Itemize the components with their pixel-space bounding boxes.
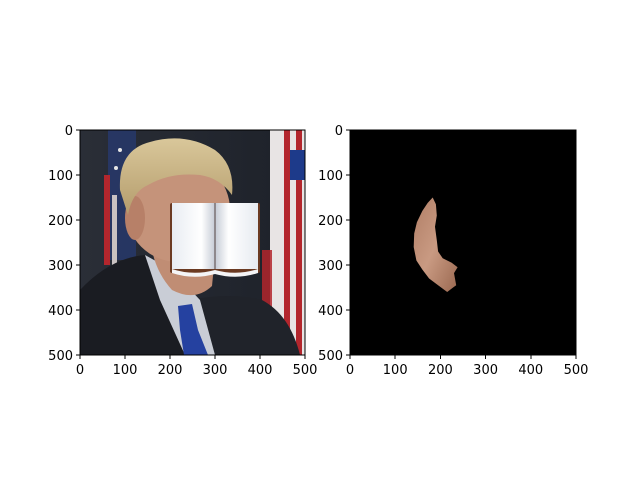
- y-tick-label: 400: [318, 304, 343, 319]
- x-tick-label: 200: [428, 363, 453, 378]
- y-tick-label: 500: [318, 349, 343, 364]
- x-tick-label: 400: [248, 363, 273, 378]
- hair: [119, 138, 233, 215]
- y-tick-label: 0: [335, 124, 343, 139]
- book-image: [170, 203, 260, 277]
- x-tick-label: 300: [473, 363, 498, 378]
- ear: [125, 196, 145, 240]
- axes-frame: [79, 129, 306, 356]
- photo-image: [80, 130, 305, 355]
- suit-left: [80, 255, 200, 355]
- suit-right: [190, 296, 300, 355]
- y-tick-label: 200: [318, 214, 343, 229]
- y-tick-label: 100: [318, 169, 343, 184]
- y-tick-label: 100: [48, 169, 73, 184]
- x-tick-label: 500: [293, 363, 318, 378]
- tie: [178, 304, 208, 355]
- right-image-panel: [350, 130, 576, 355]
- y-tick-label: 300: [318, 259, 343, 274]
- left-image-panel: [80, 130, 305, 355]
- y-tick-label: 500: [48, 349, 73, 364]
- x-tick-label: 200: [158, 363, 183, 378]
- y-tick-label: 0: [65, 124, 73, 139]
- x-tick-label: 0: [76, 363, 84, 378]
- axes-frame: [349, 129, 577, 356]
- x-tick-label: 0: [346, 363, 354, 378]
- segmented-face-region: [413, 197, 458, 292]
- x-tick-label: 100: [113, 363, 138, 378]
- y-tick-label: 200: [48, 214, 73, 229]
- mask-background: [350, 130, 576, 355]
- y-tick-label: 300: [48, 259, 73, 274]
- x-tick-label: 500: [564, 363, 589, 378]
- x-tick-label: 400: [518, 363, 543, 378]
- x-tick-label: 100: [383, 363, 408, 378]
- x-tick-label: 300: [203, 363, 228, 378]
- y-tick-label: 400: [48, 304, 73, 319]
